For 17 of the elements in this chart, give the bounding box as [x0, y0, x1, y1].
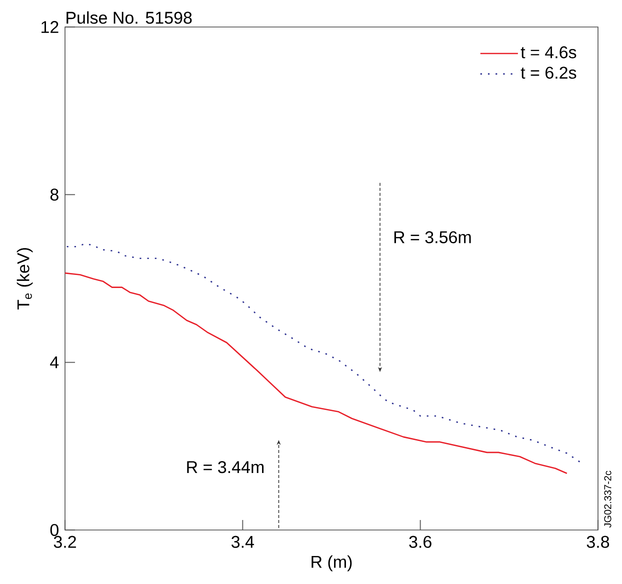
legend-label: t = 4.6s: [520, 46, 576, 58]
x-tick-label: 3.2: [54, 536, 76, 548]
x-tick-label: 3.8: [586, 536, 610, 548]
annotation: R = 3.44m: [187, 461, 264, 474]
y-tick-label: 8: [50, 188, 58, 201]
y-tick-label: 4: [50, 356, 59, 368]
x-axis-title: R (m): [312, 555, 352, 572]
y-axis-title: T$_{e}$ (keV): [16, 248, 33, 310]
legend-label: t = 6.2s: [520, 66, 576, 79]
text: JG02.337-2c: [604, 470, 612, 528]
line-series: [64, 272, 568, 474]
y-tick-label: 0: [50, 524, 58, 536]
y-tick-label: 12: [42, 21, 58, 33]
x-tick-label: 3.6: [409, 536, 432, 548]
annotation: R = 3.56m: [394, 231, 471, 244]
x-tick-label: 3.4: [231, 536, 254, 548]
chart-title: Pulse No. 51598: [66, 11, 192, 24]
